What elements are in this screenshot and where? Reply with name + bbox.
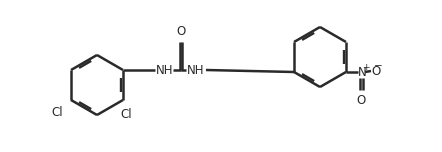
Text: N: N	[358, 66, 367, 78]
Text: O: O	[176, 25, 186, 38]
Text: Cl: Cl	[120, 108, 132, 121]
Text: NH: NH	[187, 64, 205, 76]
Text: Cl: Cl	[51, 106, 63, 119]
Text: −: −	[374, 61, 383, 71]
Text: NH: NH	[156, 64, 173, 76]
Text: O: O	[357, 94, 366, 107]
Text: O: O	[371, 64, 380, 78]
Text: +: +	[362, 62, 369, 71]
